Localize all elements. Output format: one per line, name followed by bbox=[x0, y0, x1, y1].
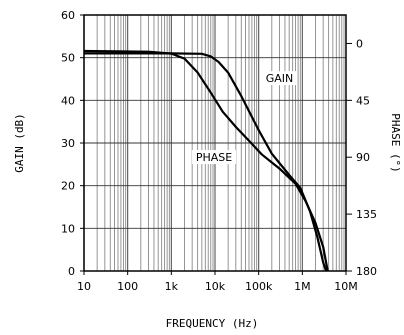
y-tick-label: 10 bbox=[61, 222, 75, 235]
y2-tick-label: 45 bbox=[356, 94, 370, 107]
curves bbox=[83, 49, 329, 272]
y2-tick-label: 135 bbox=[356, 208, 377, 221]
x-axis-title: FREQUENCY (Hz) bbox=[166, 317, 259, 330]
x-tick-label: 1k bbox=[165, 280, 179, 293]
y-axis-title: GAIN (dB) bbox=[13, 113, 26, 173]
annotation-bg bbox=[261, 71, 298, 86]
y-tick-label: 40 bbox=[61, 94, 75, 107]
y2-tick-label: 90 bbox=[356, 151, 370, 164]
x-tick-label: 100 bbox=[117, 280, 138, 293]
x-tick-label: 10 bbox=[77, 280, 91, 293]
y2-tick-label: 0 bbox=[356, 37, 363, 50]
y-tick-label: 30 bbox=[61, 137, 75, 150]
y-tick-label: 20 bbox=[61, 180, 75, 193]
x-tick-label: 10k bbox=[205, 280, 226, 293]
y2-tick-label: 180 bbox=[356, 265, 377, 278]
annotation-bg bbox=[192, 150, 237, 165]
x-tick-label: 1M bbox=[294, 280, 311, 293]
annotation-gain: GAIN bbox=[266, 72, 294, 85]
series-line-phase bbox=[83, 49, 329, 272]
y-tick-label: 50 bbox=[61, 52, 75, 65]
annotation-phase: PHASE bbox=[196, 151, 232, 164]
x-tick-label: 10M bbox=[334, 280, 358, 293]
x-tick-label: 100k bbox=[245, 280, 273, 293]
y2-axis-title: PHASE (°) bbox=[389, 113, 402, 173]
series-line-gain bbox=[84, 52, 328, 272]
y-tick-label: 60 bbox=[61, 9, 75, 22]
y-tick-label: 0 bbox=[68, 265, 75, 278]
ticks bbox=[80, 14, 352, 275]
